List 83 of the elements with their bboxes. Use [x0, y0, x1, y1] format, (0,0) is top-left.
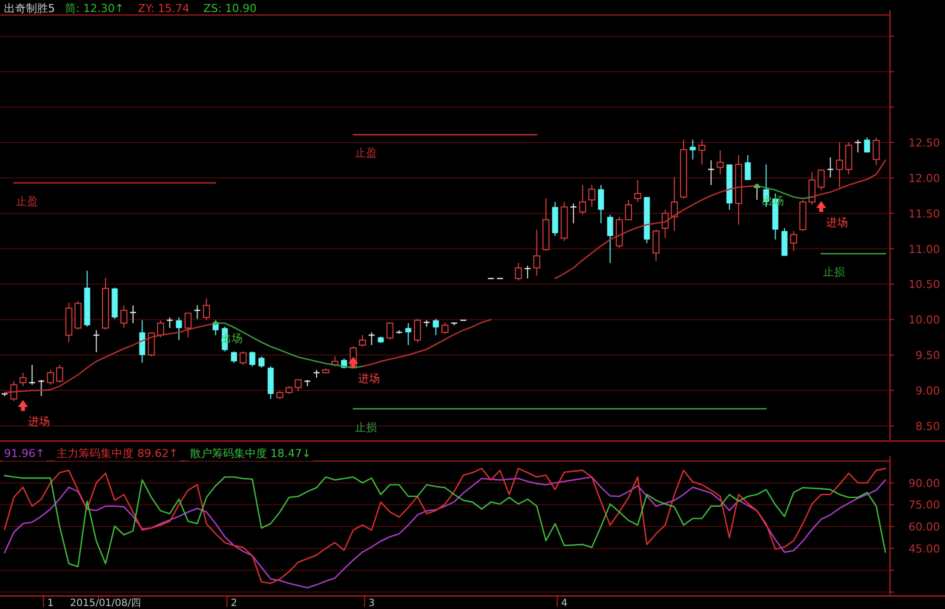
- x-tick-label: 3: [368, 598, 375, 609]
- candlestick: [166, 316, 174, 329]
- candlestick: [744, 154, 751, 181]
- series-label: 止损: [823, 266, 846, 279]
- series-label: 主力筹码集中度 89.62↑: [56, 447, 178, 460]
- x-tick-label: 2015/01/08/四: [70, 598, 142, 609]
- candlestick: [230, 350, 237, 364]
- annotation: 筒: 12.30↑: [65, 2, 124, 15]
- y-tick-label: 8.50: [916, 420, 940, 433]
- candlestick: [818, 168, 825, 190]
- annotation: ZS: 10.90: [203, 2, 257, 15]
- candlestick: [56, 364, 64, 384]
- text: 进场: [826, 216, 848, 229]
- candlestick: [46, 369, 54, 386]
- candlestick: [405, 322, 412, 346]
- candlestick: [202, 298, 210, 321]
- candlestick: [442, 322, 448, 334]
- candlestick: [294, 379, 302, 392]
- candlestick: [19, 372, 26, 387]
- annotation: ZY: 15.74: [138, 2, 190, 15]
- candlestick: [690, 139, 696, 160]
- series-label: 止盈: [355, 146, 378, 160]
- series-label: 止损: [355, 420, 378, 434]
- chart-title: 出奇制胜5: [4, 2, 55, 15]
- candlestick: [716, 150, 724, 175]
- candlestick: [698, 139, 706, 165]
- candlestick: [579, 184, 586, 216]
- y-tick-label: 11.00: [908, 242, 940, 256]
- y-tick-label: 90.00: [908, 476, 940, 490]
- candlestick: [92, 330, 100, 353]
- point: [348, 356, 358, 368]
- y-tick-label: 9.50: [916, 349, 940, 362]
- x-tick-label: 2: [230, 598, 238, 609]
- candlestick: [872, 137, 880, 166]
- candlestick: [120, 304, 128, 329]
- point: [214, 321, 218, 326]
- y-tick-label: 75.00: [908, 498, 940, 512]
- candlestick: [864, 137, 870, 153]
- candlestick: [598, 184, 604, 224]
- y-tick-label: 12.00: [908, 172, 940, 185]
- y-tick-label: 45.00: [908, 542, 940, 556]
- x-tick-label: 1: [47, 598, 54, 609]
- y-tick-label: 10.00: [908, 314, 940, 327]
- candlestick: [10, 380, 18, 402]
- text: 91.96↑: [4, 447, 45, 460]
- candlestick: [258, 356, 264, 368]
- line-series: [4, 474, 886, 568]
- candlestick: [432, 318, 439, 336]
- candlestick: [414, 318, 421, 343]
- point: [816, 200, 826, 212]
- point: [754, 184, 759, 188]
- y-tick-label: 10.50: [908, 278, 940, 292]
- y-tick-label: 60.00: [908, 520, 940, 534]
- candlestick: [588, 184, 596, 208]
- candlestick: [652, 229, 660, 262]
- candlestick: [790, 230, 798, 252]
- series-label: 进场: [28, 415, 50, 428]
- candlestick: [533, 229, 540, 276]
- candlestick: [249, 350, 256, 367]
- candlestick: [836, 142, 844, 188]
- y-tick-label: 9.00: [916, 384, 940, 398]
- point: [18, 400, 28, 411]
- candlestick: [184, 312, 192, 338]
- x-tick-label: 4: [561, 598, 568, 609]
- candlestick: [625, 199, 632, 220]
- candlestick: [670, 176, 678, 232]
- candlestick: [368, 332, 376, 346]
- y-tick-label: 11.50: [908, 207, 940, 220]
- candlestick: [157, 320, 164, 338]
- series-label: 止盈: [16, 194, 38, 208]
- candlestick: [634, 180, 642, 202]
- text: 进场: [358, 372, 380, 385]
- candlestick: [139, 320, 146, 364]
- candlestick: [240, 350, 247, 366]
- candlestick: [358, 334, 366, 347]
- candlestick: [808, 172, 816, 206]
- candlestick: [514, 262, 522, 282]
- candlestick: [607, 214, 614, 264]
- y-tick-label: 12.50: [908, 136, 940, 150]
- candlestick: [38, 379, 45, 397]
- candlestick: [176, 316, 182, 341]
- candlestick: [386, 322, 394, 340]
- text: 散户筹码集中度 18.47↓: [190, 447, 312, 460]
